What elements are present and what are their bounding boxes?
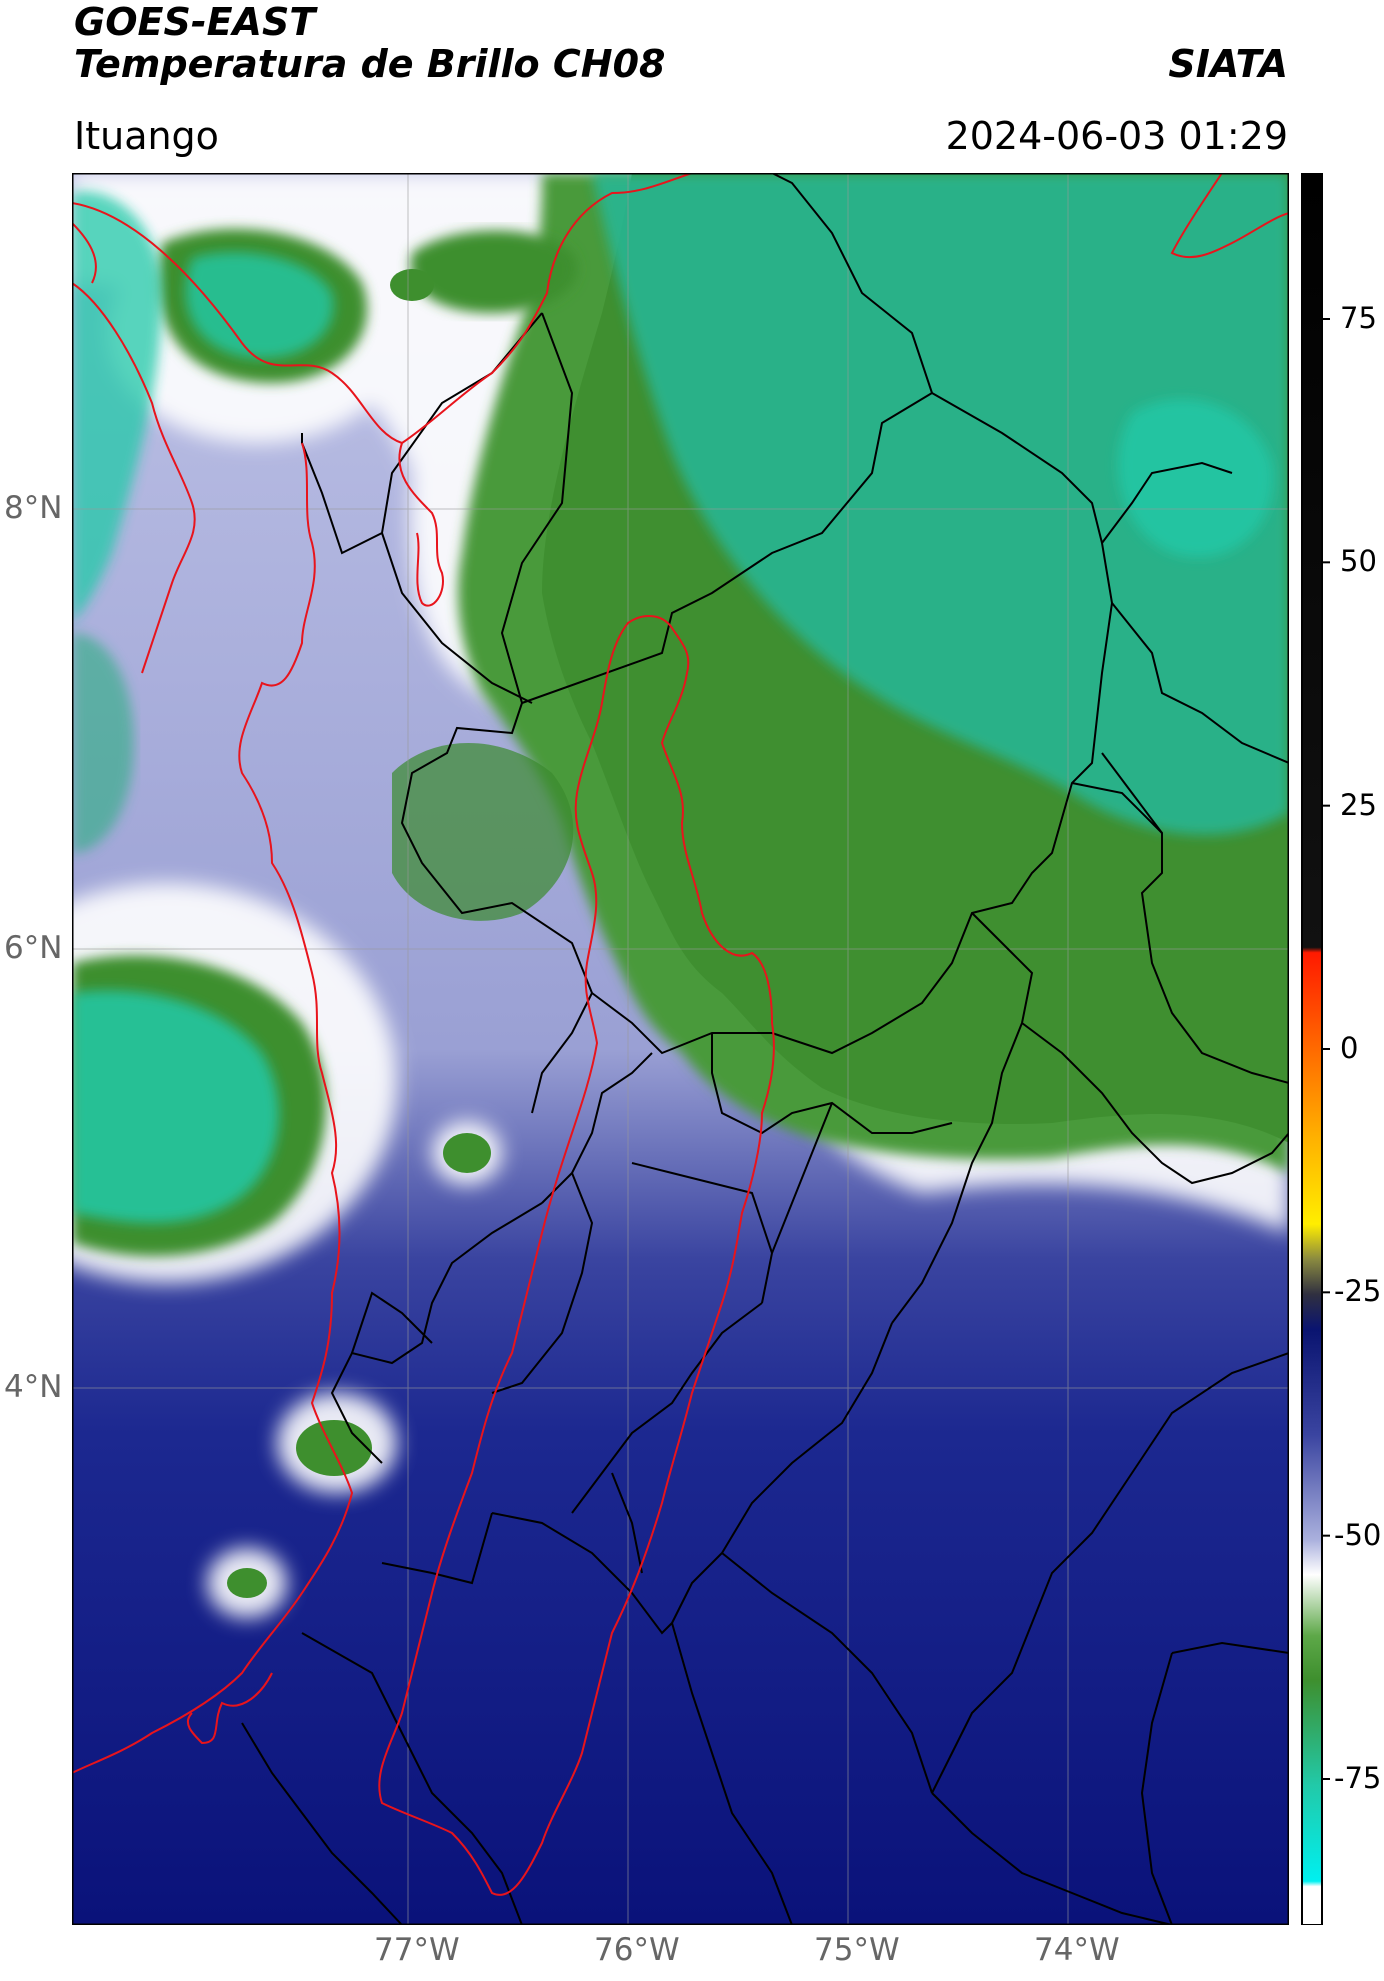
colorbar-tick-label: 0 xyxy=(1340,1031,1359,1065)
cloud-cell xyxy=(227,1568,267,1598)
colorbar-tick-label: 75 xyxy=(1340,301,1377,335)
coastline-and-basin xyxy=(72,173,1289,1896)
cloud-cell xyxy=(390,269,434,301)
colorbar-tick-label: -75 xyxy=(1334,1761,1382,1795)
colorbar-tick-label: -50 xyxy=(1334,1517,1382,1552)
cloud-cell xyxy=(443,1133,491,1173)
lat-label-6n: 6°N xyxy=(4,930,63,966)
cloud-cell xyxy=(296,1420,372,1476)
brightness-temperature-map xyxy=(72,173,1289,1925)
title-satellite: GOES-EAST xyxy=(74,0,316,44)
colorbar-tick-label: 50 xyxy=(1340,544,1377,579)
lat-label-8n: 8°N xyxy=(4,490,63,526)
ituango-basin-outline xyxy=(378,615,775,1896)
lon-label-76w: 76°W xyxy=(594,1932,680,1968)
colorbar-scale xyxy=(1301,173,1323,1925)
lat-label-4n: 4°N xyxy=(4,1369,63,1405)
lon-label-74w: 74°W xyxy=(1034,1932,1120,1968)
region-label: Ituango xyxy=(74,114,219,158)
datetime-label: 2024-06-03 01:29 xyxy=(945,114,1288,158)
title-product: Temperatura de Brillo CH08 xyxy=(74,42,666,86)
lon-label-77w: 77°W xyxy=(374,1932,460,1968)
colorbar xyxy=(1301,173,1330,1925)
title-org: SIATA xyxy=(1168,42,1288,86)
lon-label-75w: 75°W xyxy=(814,1932,900,1968)
department-borders xyxy=(241,173,1289,1925)
colorbar-tick-label: 25 xyxy=(1340,787,1377,822)
graticule xyxy=(72,173,1289,1925)
colorbar-tick-label: -25 xyxy=(1334,1274,1382,1309)
cloud-shield xyxy=(72,173,1289,1598)
